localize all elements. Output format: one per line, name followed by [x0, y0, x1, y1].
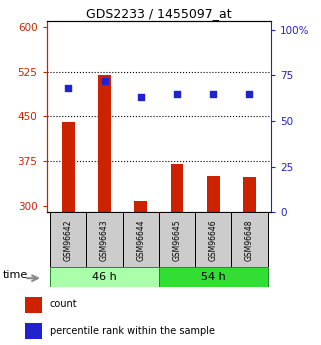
Bar	[50, 267, 159, 287]
Text: time: time	[2, 270, 28, 280]
Bar	[62, 122, 74, 212]
Point	[138, 95, 143, 100]
Bar	[86, 212, 123, 267]
Point	[247, 91, 252, 96]
Bar	[159, 212, 195, 267]
Bar	[207, 176, 220, 212]
Point	[102, 78, 107, 83]
Point	[66, 86, 71, 91]
Text: count: count	[50, 299, 77, 309]
Bar	[123, 212, 159, 267]
Text: percentile rank within the sample: percentile rank within the sample	[50, 326, 215, 335]
Bar	[50, 212, 86, 267]
Text: GSM96646: GSM96646	[209, 219, 218, 260]
Text: 46 h: 46 h	[92, 272, 117, 282]
Text: GSM96645: GSM96645	[172, 219, 181, 260]
Text: GSM96644: GSM96644	[136, 219, 145, 260]
Text: GSM96648: GSM96648	[245, 219, 254, 260]
Bar	[98, 75, 111, 212]
Bar	[195, 212, 231, 267]
Text: 54 h: 54 h	[201, 272, 226, 282]
Text: GSM96642: GSM96642	[64, 219, 73, 260]
Bar	[134, 201, 147, 212]
Bar	[243, 177, 256, 212]
Point	[174, 91, 179, 96]
Bar	[159, 267, 268, 287]
Bar	[231, 212, 268, 267]
Point	[211, 91, 216, 96]
Bar	[171, 164, 183, 212]
Bar	[25, 297, 42, 313]
Bar	[25, 323, 42, 339]
Title: GDS2233 / 1455097_at: GDS2233 / 1455097_at	[86, 7, 232, 20]
Text: GSM96643: GSM96643	[100, 219, 109, 260]
